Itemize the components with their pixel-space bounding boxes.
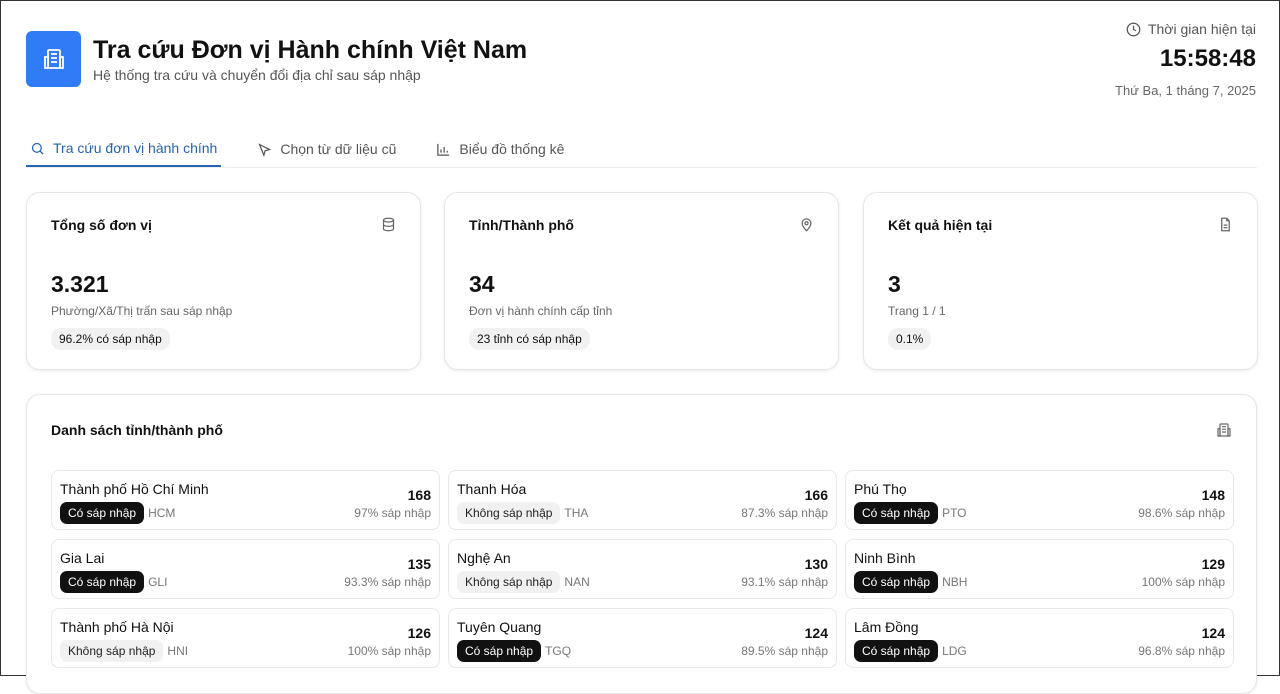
unit-count: 166 (804, 487, 828, 503)
stat-title: Tổng số đơn vị (51, 217, 152, 233)
stat-title: Kết quả hiện tại (888, 217, 993, 233)
merge-badge: Có sáp nhập (854, 571, 939, 593)
document-icon (1221, 217, 1230, 232)
merge-percent: 93.3% sáp nhập (344, 575, 431, 589)
clock-icon (1126, 22, 1141, 36)
province-code: GLI (148, 575, 168, 589)
province-name: Thành phố Hồ Chí Minh (60, 481, 209, 497)
province-code: PTO (942, 506, 967, 520)
province-grid: Thành phố Hồ Chí Minh Có sáp nhập HCM 168… (51, 470, 1234, 668)
stat-pill: 96.2% có sáp nhập (51, 328, 170, 350)
merge-percent: 87.3% sáp nhập (741, 506, 828, 520)
merge-badge: Không sáp nhập (457, 502, 561, 524)
merge-percent: 100% sáp nhập (1141, 575, 1225, 589)
stat-sub: Đơn vị hành chính cấp tỉnh (469, 304, 613, 318)
province-item[interactable]: Lâm Đồng Có sáp nhập LDG 124 96.8% sáp nhậ… (845, 608, 1234, 668)
stat-card-provinces: Tỉnh/Thành phố 34 Đơn vị hành chính cấp … (444, 192, 839, 370)
app-logo (26, 31, 81, 87)
province-item[interactable]: Ninh Bình Có sáp nhập NBH 129 100% sáp nhậ… (845, 539, 1234, 599)
tab-bar: Tra cứu đơn vị hành chính Chọn từ dữ liệ… (26, 131, 1257, 168)
province-code: HCM (148, 506, 176, 520)
province-name: Nghệ An (457, 550, 511, 566)
province-item[interactable]: Thanh Hóa Không sáp nhập THA 166 87.3% sáp… (448, 470, 837, 530)
building-icon (1217, 423, 1231, 437)
merge-percent: 97% sáp nhập (354, 506, 431, 520)
bar-chart-icon (437, 143, 450, 156)
province-name: Thanh Hóa (457, 481, 527, 497)
time-label: Thời gian hiện tại (1147, 21, 1256, 37)
current-time: 15:58:48 (1159, 45, 1256, 72)
province-name: Phú Thọ (854, 481, 907, 497)
list-title: Danh sách tỉnh/thành phố (51, 422, 223, 438)
province-name: Tuyên Quang (457, 619, 542, 635)
province-code: TGQ (545, 644, 572, 658)
unit-count: 148 (1201, 487, 1225, 503)
unit-count: 124 (1201, 625, 1225, 641)
stat-sub: Phường/Xã/Thị trấn sau sáp nhập (51, 304, 233, 318)
province-code: HNI (167, 644, 189, 658)
stat-pill: 23 tỉnh có sáp nhập (469, 328, 590, 350)
merge-percent: 93.1% sáp nhập (741, 575, 828, 589)
page-title: Tra cứu Đơn vị Hành chính Việt Nam (93, 36, 528, 64)
province-item[interactable]: Thành phố Hồ Chí Minh Có sáp nhập HCM 168… (51, 470, 440, 530)
province-item[interactable]: Thành phố Hà Nội Không sáp nhập HNI 126 10… (51, 608, 440, 668)
province-name: Thành phố Hà Nội (60, 619, 174, 635)
merge-badge: Không sáp nhập (457, 571, 561, 593)
stat-value: 3 (888, 271, 901, 297)
merge-badge: Có sáp nhập (60, 571, 145, 593)
tab-label: Biểu đồ thống kê (459, 141, 565, 157)
province-name: Ninh Bình (854, 550, 916, 566)
current-date: Thứ Ba, 1 tháng 7, 2025 (1115, 83, 1256, 98)
province-item[interactable]: Phú Thọ Có sáp nhập PTO 148 98.6% sáp nhập (845, 470, 1234, 530)
tab-charts[interactable]: Biểu đồ thống kê (432, 131, 568, 167)
unit-count: 126 (407, 625, 431, 641)
tab-old-data[interactable]: Chọn từ dữ liệu cũ (253, 131, 400, 167)
province-name: Gia Lai (60, 550, 105, 566)
tab-label: Tra cứu đơn vị hành chính (53, 140, 218, 156)
page-subtitle: Hệ thống tra cứu và chuyển đổi địa chỉ s… (93, 67, 421, 83)
stat-pill: 0.1% (888, 328, 932, 350)
province-code: LDG (942, 644, 967, 658)
merge-percent: 100% sáp nhập (347, 644, 431, 658)
province-name: Lâm Đồng (854, 619, 919, 635)
province-code: NBH (942, 575, 968, 589)
tab-lookup[interactable]: Tra cứu đơn vị hành chính (26, 131, 222, 167)
merge-badge: Có sáp nhập (854, 502, 939, 524)
cursor-icon (258, 142, 272, 157)
merge-percent: 96.8% sáp nhập (1138, 644, 1225, 658)
merge-badge: Không sáp nhập (60, 640, 164, 662)
stat-value: 34 (469, 271, 495, 297)
stat-card-results: Kết quả hiện tại 3 Trang 1 / 1 0.1% (863, 192, 1258, 370)
merge-badge: Có sáp nhập (60, 502, 145, 524)
province-code: THA (564, 506, 589, 520)
province-item[interactable]: Tuyên Quang Có sáp nhập TGQ 124 89.5% sáp … (448, 608, 837, 668)
stat-value: 3.321 (51, 271, 109, 297)
merge-percent: 98.6% sáp nhập (1138, 506, 1225, 520)
province-code: NAN (564, 575, 590, 589)
unit-count: 130 (804, 556, 828, 572)
unit-count: 129 (1201, 556, 1225, 572)
unit-count: 135 (407, 556, 431, 572)
stat-sub: Trang 1 / 1 (888, 304, 946, 318)
database-icon (382, 217, 395, 232)
merge-badge: Có sáp nhập (457, 640, 542, 662)
merge-badge: Có sáp nhập (854, 640, 939, 662)
map-pin-icon (801, 218, 812, 232)
unit-count: 168 (407, 487, 431, 503)
stat-card-total: Tổng số đơn vị 3.321 Phường/Xã/Thị trấn … (26, 192, 421, 370)
tab-label: Chọn từ dữ liệu cũ (280, 141, 397, 157)
province-item[interactable]: Gia Lai Có sáp nhập GLI 135 93.3% sáp nhập (51, 539, 440, 599)
stat-title: Tỉnh/Thành phố (469, 217, 574, 233)
merge-percent: 89.5% sáp nhập (741, 644, 828, 658)
unit-count: 124 (804, 625, 828, 641)
building-icon (43, 49, 64, 69)
clock-panel: Thời gian hiện tại 15:58:48 Thứ Ba, 1 th… (1115, 21, 1256, 98)
province-item[interactable]: Nghệ An Không sáp nhập NAN 130 93.1% sáp n… (448, 539, 837, 599)
search-icon (31, 142, 44, 155)
province-list-card: Danh sách tỉnh/thành phố Thành phố Hồ Ch… (26, 394, 1257, 694)
